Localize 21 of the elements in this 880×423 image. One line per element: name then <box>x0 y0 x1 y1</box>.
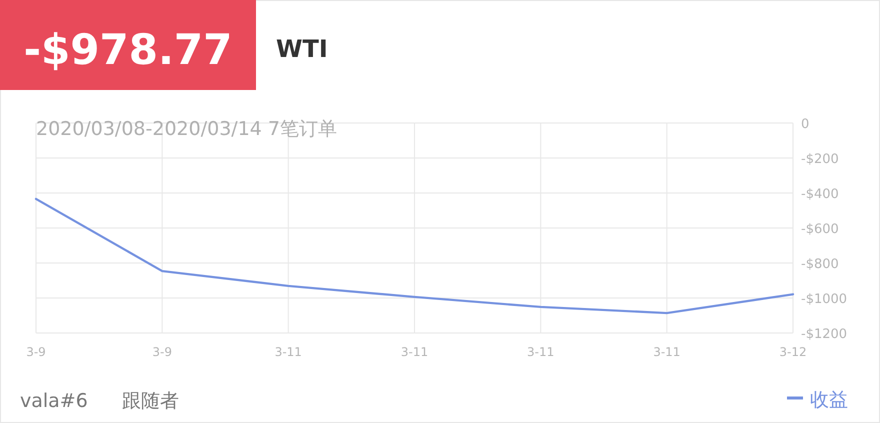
x-tick-label: 3-9 <box>152 345 172 359</box>
text: vala#6 <box>20 390 88 412</box>
y-tick-label: -$800 <box>801 257 839 272</box>
legend-label: 收益 <box>810 389 848 411</box>
x-tick-label: 3-11 <box>400 345 428 359</box>
x-tick-label: 3-11 <box>274 345 302 359</box>
x-tick-label: 3-11 <box>527 345 554 359</box>
x-tick-label: 3-12 <box>779 345 807 359</box>
y-tick-label: -$600 <box>801 222 839 237</box>
chart-subtitle: WTI <box>276 35 328 63</box>
chart-title: -$978.77 <box>24 25 232 74</box>
x-tick-label: 3-11 <box>653 345 680 359</box>
y-tick-label: -$1000 <box>801 292 848 307</box>
x-tick-label: 3-9 <box>26 345 46 359</box>
annotation: 2020/03/08-2020/03/14 7笔订单 <box>36 118 338 140</box>
y-tick-label: 0 <box>801 117 810 132</box>
y-tick-label: -$400 <box>801 187 839 202</box>
text: 跟随者 <box>122 390 179 412</box>
y-tick-label: -$1200 <box>801 327 848 342</box>
y-tick-label: -$200 <box>801 152 839 167</box>
line-series <box>34 198 794 314</box>
